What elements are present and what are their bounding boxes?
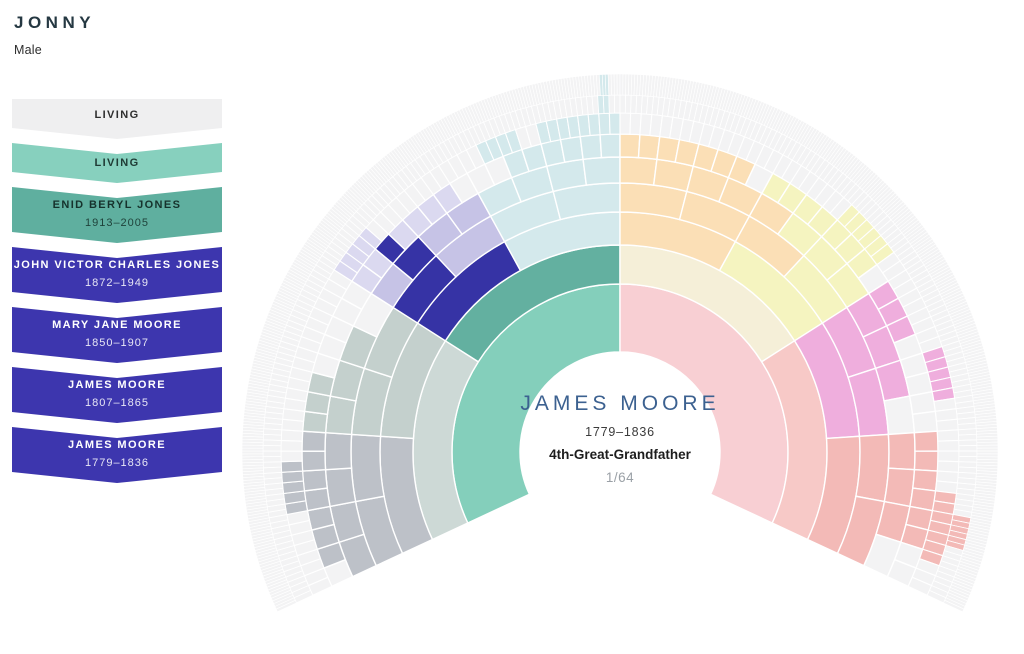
fan-segment[interactable] [958,450,978,458]
fan-segment[interactable] [976,447,999,452]
fan-segment[interactable] [608,112,621,135]
fan-segment[interactable] [913,430,939,452]
fan-segment[interactable] [608,94,616,114]
fan-segment[interactable] [301,450,327,472]
fan-segment[interactable] [602,94,610,114]
fan-segment[interactable] [262,455,282,463]
lineage-banner-name: ENID BERYL JONES [52,199,182,211]
fan-segment[interactable] [855,433,890,503]
fan-segment[interactable] [281,470,304,484]
fan-segment[interactable] [280,460,304,473]
fan-segment[interactable] [599,133,621,159]
selected-person-card: JAMES MOORE 1779–1836 4th-Great-Grandfat… [460,392,780,485]
fan-segment[interactable] [619,156,658,186]
fan-segment[interactable] [913,450,939,472]
lineage-banner-name: MARY JANE MOORE [52,319,182,331]
fan-segment[interactable] [619,112,632,135]
selected-person-relationship: 4th-Great-Grandfather [549,447,691,462]
fan-segment[interactable] [579,133,603,161]
lineage-banner-dates: 1779–1836 [84,457,150,469]
fan-segment[interactable] [262,461,282,469]
fan-segment[interactable] [303,487,331,512]
lineage-banner-name: JAMES MOORE [68,439,166,451]
fan-segment[interactable] [616,73,621,96]
fan-segment[interactable] [936,460,960,473]
fan-segment[interactable] [301,410,329,434]
fan-segment[interactable] [582,156,621,186]
fan-segment[interactable] [324,467,357,508]
fan-segment[interactable] [301,430,327,452]
fan-segment[interactable] [280,439,303,452]
selected-person-dates: 1779–1836 [585,425,655,439]
fan-segment[interactable] [241,450,264,455]
lineage-banner-dates: 1850–1907 [84,337,150,349]
fan-segment[interactable] [624,94,632,114]
fan-segment[interactable] [587,113,601,137]
fan-segment[interactable] [937,450,960,463]
person-header: JONNY Male [14,13,95,57]
fan-segment[interactable] [619,94,627,114]
fan-segment[interactable] [629,112,642,136]
fan-segment[interactable] [559,135,584,164]
fan-segment[interactable] [887,431,916,471]
fan-segment[interactable] [936,429,960,442]
fan-segment[interactable] [958,455,978,463]
fan-segment[interactable] [241,453,264,458]
fan-segment[interactable] [350,433,385,503]
fan-segment[interactable] [637,133,661,161]
fan-segment[interactable] [958,445,978,452]
lineage-banner-name: JAMES MOORE [68,379,166,391]
selected-person-name: JAMES MOORE [520,392,720,415]
fan-segment[interactable] [613,94,621,114]
fan-segment[interactable] [619,133,641,159]
fan-segment[interactable] [958,439,978,447]
fan-segment[interactable] [262,450,282,458]
selected-person-fraction: 1/64 [605,470,635,485]
fan-segment[interactable] [943,599,965,613]
fan-segment[interactable] [911,468,939,492]
fan-segment[interactable] [301,468,329,492]
fan-segment[interactable] [619,73,624,96]
fan-segment[interactable] [883,467,916,508]
fan-segment[interactable] [280,450,303,463]
fan-segment[interactable] [937,439,960,452]
fan-segment[interactable] [976,450,999,455]
fan-segment[interactable] [911,410,939,434]
lineage-path-list: LIVING LIVING ENID BERYL JONES 1913–2005 JOH… [12,99,222,487]
fan-segment[interactable] [613,73,618,96]
lineage-banner-dates: 1807–1865 [84,397,150,409]
person-sex-label: Male [14,43,42,57]
lineage-banner-name: LIVING [94,108,140,121]
fan-segment[interactable] [958,433,978,441]
lineage-banner-name: JOHN VICTOR CHARLES JONES [13,259,221,271]
page-title: JONNY [14,13,96,32]
fan-segment[interactable] [935,418,959,432]
fan-segment[interactable] [908,390,937,416]
fan-segment[interactable] [262,445,282,452]
lineage-banner-dates: 1872–1949 [84,277,150,289]
lineage-banner-dates: 1913–2005 [84,217,150,229]
fan-segment[interactable] [598,112,611,136]
fan-segment[interactable] [883,395,916,436]
fan-segment[interactable] [324,395,357,436]
lineage-banner-name: LIVING [94,157,140,169]
fan-segment[interactable] [324,431,353,471]
